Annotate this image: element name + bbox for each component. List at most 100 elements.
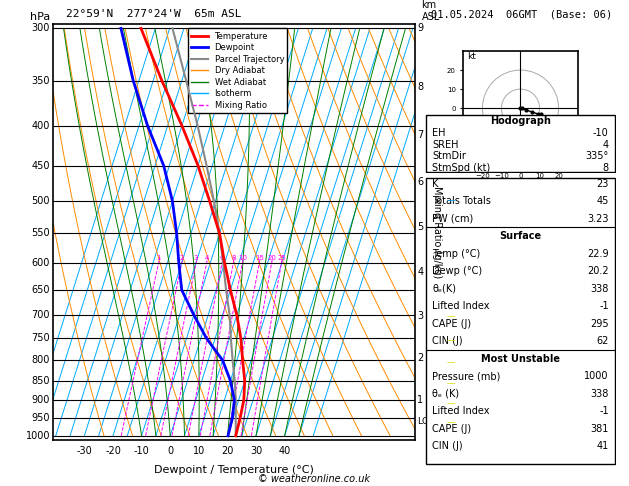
- Text: 550: 550: [31, 228, 50, 239]
- Text: 8: 8: [603, 163, 609, 173]
- Text: 40: 40: [279, 446, 291, 456]
- Text: 850: 850: [31, 376, 50, 386]
- Text: 8: 8: [231, 255, 236, 261]
- Text: -1: -1: [599, 301, 609, 311]
- Text: 1000: 1000: [26, 431, 50, 441]
- Text: 4: 4: [204, 255, 209, 261]
- Text: —: —: [447, 196, 455, 205]
- Text: Lifted Index: Lifted Index: [432, 406, 490, 416]
- Text: Most Unstable: Most Unstable: [481, 354, 560, 364]
- Text: 400: 400: [31, 121, 50, 131]
- Text: 22.9: 22.9: [587, 249, 609, 259]
- Text: 6: 6: [220, 255, 225, 261]
- Text: 9: 9: [418, 23, 423, 34]
- Text: 450: 450: [31, 160, 50, 171]
- Text: 3: 3: [418, 311, 423, 321]
- Text: © weatheronline.co.uk: © weatheronline.co.uk: [259, 473, 370, 484]
- Text: -20: -20: [105, 446, 121, 456]
- Text: 62: 62: [596, 336, 609, 346]
- Text: —: —: [447, 399, 455, 408]
- Text: 4: 4: [418, 267, 423, 277]
- Text: 338: 338: [591, 389, 609, 399]
- Text: PW (cm): PW (cm): [432, 214, 474, 224]
- Text: CAPE (J): CAPE (J): [432, 319, 471, 329]
- Text: 20: 20: [267, 255, 276, 261]
- Text: 3: 3: [194, 255, 198, 261]
- Text: CAPE (J): CAPE (J): [432, 424, 471, 434]
- Text: 650: 650: [31, 285, 50, 295]
- Text: θₑ (K): θₑ (K): [432, 389, 459, 399]
- Text: 10: 10: [238, 255, 247, 261]
- Text: 15: 15: [255, 255, 264, 261]
- Text: -10: -10: [593, 128, 609, 138]
- Text: CIN (J): CIN (J): [432, 336, 463, 346]
- Text: -30: -30: [77, 446, 92, 456]
- Text: 950: 950: [31, 414, 50, 423]
- Text: 0: 0: [167, 446, 173, 456]
- Text: 500: 500: [31, 196, 50, 206]
- Text: Surface: Surface: [499, 231, 542, 241]
- Text: Totals Totals: Totals Totals: [432, 196, 491, 206]
- Text: StmDir: StmDir: [432, 151, 466, 161]
- Text: 10: 10: [192, 446, 205, 456]
- Text: Lifted Index: Lifted Index: [432, 301, 490, 311]
- Text: —: —: [447, 358, 455, 367]
- Text: -10: -10: [134, 446, 150, 456]
- Text: kt: kt: [467, 52, 476, 61]
- Text: 4: 4: [603, 139, 609, 150]
- Text: km
ASL: km ASL: [421, 0, 440, 22]
- Legend: Temperature, Dewpoint, Parcel Trajectory, Dry Adiabat, Wet Adiabat, Isotherm, Mi: Temperature, Dewpoint, Parcel Trajectory…: [188, 29, 287, 113]
- Text: 5: 5: [418, 222, 424, 232]
- Text: 30: 30: [250, 446, 262, 456]
- Text: 2: 2: [180, 255, 184, 261]
- Text: θₑ(K): θₑ(K): [432, 284, 456, 294]
- Text: 8: 8: [418, 82, 423, 92]
- Text: CIN (J): CIN (J): [432, 441, 463, 451]
- FancyBboxPatch shape: [426, 178, 615, 464]
- Text: 1: 1: [418, 395, 423, 405]
- Text: 750: 750: [31, 333, 50, 344]
- Text: K: K: [432, 179, 438, 189]
- Text: 7: 7: [418, 130, 424, 140]
- Text: 350: 350: [31, 75, 50, 86]
- X-axis label: Dewpoint / Temperature (°C): Dewpoint / Temperature (°C): [154, 465, 314, 475]
- Text: 41: 41: [596, 441, 609, 451]
- Text: 335°: 335°: [586, 151, 609, 161]
- Text: 900: 900: [31, 395, 50, 405]
- Text: 22°59'N  277°24'W  65m ASL: 22°59'N 277°24'W 65m ASL: [66, 9, 242, 19]
- Text: 338: 338: [591, 284, 609, 294]
- Text: 600: 600: [31, 258, 50, 268]
- Text: hPa: hPa: [30, 12, 50, 22]
- FancyBboxPatch shape: [426, 115, 615, 172]
- Text: 700: 700: [31, 310, 50, 320]
- Text: 3.23: 3.23: [587, 214, 609, 224]
- Text: —: —: [447, 336, 455, 345]
- Text: StmSpd (kt): StmSpd (kt): [432, 163, 491, 173]
- Text: -1: -1: [599, 406, 609, 416]
- Text: 20.2: 20.2: [587, 266, 609, 276]
- Text: 23: 23: [596, 179, 609, 189]
- Text: 295: 295: [590, 319, 609, 329]
- Text: Dewp (°C): Dewp (°C): [432, 266, 482, 276]
- Text: —: —: [447, 379, 455, 388]
- Text: 2: 2: [418, 353, 424, 363]
- Text: 300: 300: [31, 23, 50, 34]
- Text: 800: 800: [31, 355, 50, 365]
- Text: LCL: LCL: [418, 417, 433, 426]
- Text: 1: 1: [157, 255, 161, 261]
- Text: EH: EH: [432, 128, 446, 138]
- Text: 1000: 1000: [584, 371, 609, 381]
- Text: 6: 6: [418, 177, 423, 187]
- Text: 25: 25: [277, 255, 286, 261]
- Text: 45: 45: [596, 196, 609, 206]
- Text: —: —: [447, 312, 455, 321]
- Text: Hodograph: Hodograph: [490, 116, 551, 126]
- Text: —: —: [447, 417, 455, 427]
- Text: Temp (°C): Temp (°C): [432, 249, 481, 259]
- Text: 381: 381: [591, 424, 609, 434]
- Text: Mixing Ratio (g/kg): Mixing Ratio (g/kg): [432, 186, 442, 278]
- Text: Pressure (mb): Pressure (mb): [432, 371, 501, 381]
- Text: 01.05.2024  06GMT  (Base: 06): 01.05.2024 06GMT (Base: 06): [431, 9, 612, 19]
- Text: SREH: SREH: [432, 139, 459, 150]
- Text: 20: 20: [221, 446, 233, 456]
